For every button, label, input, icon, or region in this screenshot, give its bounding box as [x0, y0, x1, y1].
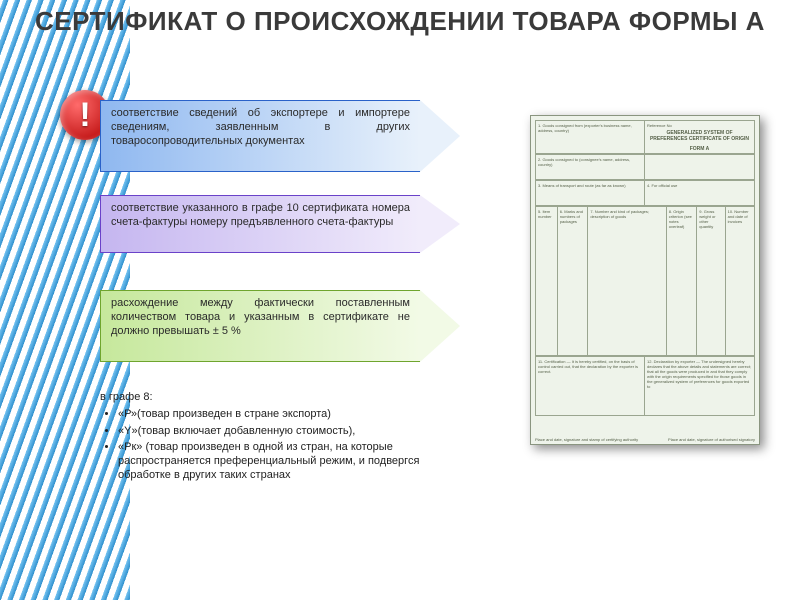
cert-cell-9: 9. Gross weight or other quantity: [697, 207, 725, 355]
alert-glyph: !: [79, 96, 90, 135]
arrow-block-1: соответствие указанного в графе 10 серти…: [100, 195, 460, 253]
bullet-item-1: «Y»(товар включает добавленную стоимость…: [118, 424, 440, 438]
cert-cell-3: 3. Means of transport and route (as far …: [536, 181, 645, 205]
cert-cell-2: 2. Goods consigned to (consignee's name,…: [536, 155, 645, 179]
arrow-body-1: соответствие указанного в графе 10 серти…: [100, 195, 420, 253]
arrow-head-2: [420, 290, 460, 362]
bullet-item-0: «Р»(товар произведен в стране экспорта): [118, 407, 440, 421]
arrow-block-2: расхождение между фактически поставленны…: [100, 290, 460, 362]
cert-cell-1: 1. Goods consigned from (exporter's busi…: [536, 121, 645, 153]
certificate-form-a: 1. Goods consigned from (exporter's busi…: [530, 115, 760, 445]
cert-cell-7: 7. Number and kind of packages; descript…: [588, 207, 666, 355]
cert-cell-10: 10. Number and date of invoices: [726, 207, 754, 355]
arrow-body-0: соответствие сведений об экспортере и им…: [100, 100, 420, 172]
bullets-lead: в графе 8:: [100, 390, 440, 404]
cert-header: GENERALIZED SYSTEM OF PREFERENCES CERTIF…: [647, 128, 752, 144]
cert-cell-8: 8. Origin criterion (see notes overleaf): [667, 207, 698, 355]
cert-cell-4: 4. For official use: [645, 181, 754, 205]
cert-cell-12: 12. Declaration by exporter — The unders…: [645, 357, 754, 415]
cert-cell-5: 5. Item number: [536, 207, 558, 355]
arrow-block-0: соответствие сведений об экспортере и им…: [100, 100, 460, 172]
cert-header-cell: Reference No GENERALIZED SYSTEM OF PREFE…: [645, 121, 754, 153]
arrow-head-0: [420, 100, 460, 172]
arrow-body-2: расхождение между фактически поставленны…: [100, 290, 420, 362]
cert-form-label: FORM A: [647, 144, 752, 153]
cert-caption-right: Place and date, signature of authorised …: [668, 437, 755, 442]
cert-cell-2-right: [645, 155, 754, 179]
cert-cell-6: 6. Marks and numbers of packages: [558, 207, 589, 355]
bullet-section: в графе 8: «Р»(товар произведен в стране…: [100, 390, 440, 485]
bullet-item-2: «Рк» (товар произведен в одной из стран,…: [118, 440, 440, 483]
page-title: СЕРТИФИКАТ О ПРОИСХОЖДЕНИИ ТОВАРА ФОРМЫ …: [0, 6, 800, 37]
cert-caption-left: Place and date, signature and stamp of c…: [535, 437, 638, 442]
bullets-list: «Р»(товар произведен в стране экспорта) «…: [100, 407, 440, 482]
cert-cell-11: 11. Certification — It is hereby certifi…: [536, 357, 645, 415]
arrow-head-1: [420, 195, 460, 253]
